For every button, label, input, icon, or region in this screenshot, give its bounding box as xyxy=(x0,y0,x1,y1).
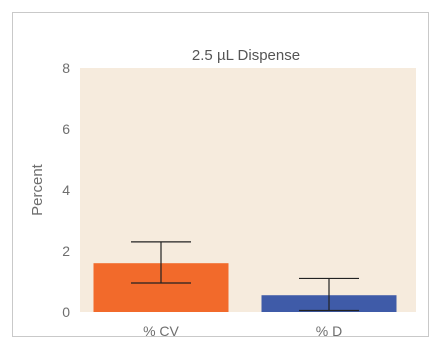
y-tick-label: 4 xyxy=(62,182,70,198)
x-tick-label: % D xyxy=(316,323,342,339)
y-tick-label: 6 xyxy=(62,121,70,137)
y-tick-label: 2 xyxy=(62,243,70,259)
y-tick-label: 8 xyxy=(62,60,70,76)
x-tick-label: % CV xyxy=(143,323,179,339)
chart-title: 2.5 µL Dispense xyxy=(192,47,300,64)
y-tick-label: 0 xyxy=(62,304,70,320)
x-axis: % CV % D xyxy=(143,323,342,339)
error-bars xyxy=(131,241,359,312)
error-bar xyxy=(131,241,191,284)
y-axis-label: Percent xyxy=(29,163,46,216)
y-axis: 0 2 4 6 8 xyxy=(62,60,70,320)
error-bar xyxy=(299,277,359,312)
